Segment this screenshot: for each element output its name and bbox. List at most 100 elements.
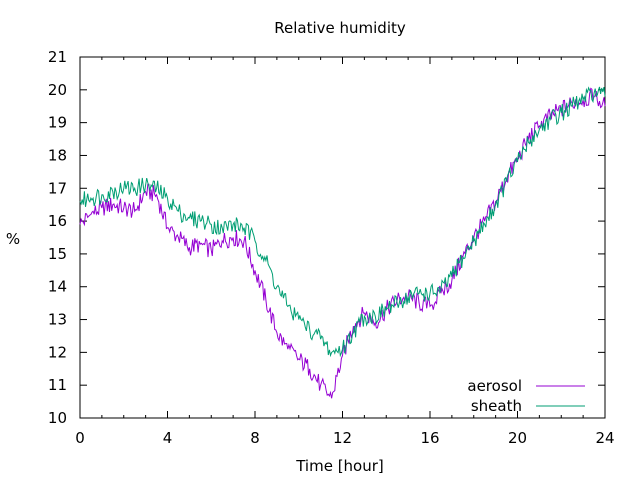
sheath-point bbox=[222, 227, 223, 228]
sheath-point bbox=[265, 260, 266, 261]
sheath-point bbox=[517, 161, 518, 162]
aerosol-point bbox=[539, 125, 540, 126]
aerosol-point bbox=[211, 250, 212, 251]
y-tick-label: 20 bbox=[48, 81, 67, 99]
sheath-point bbox=[418, 293, 419, 294]
x-tick-label: 0 bbox=[75, 429, 85, 447]
aerosol-point bbox=[178, 237, 179, 238]
aerosol-line bbox=[79, 87, 606, 399]
sheath-point bbox=[561, 112, 562, 113]
sheath-point bbox=[528, 142, 529, 143]
aerosol-point bbox=[222, 240, 223, 241]
sheath-point bbox=[101, 194, 102, 195]
aerosol-point bbox=[156, 194, 157, 195]
chart-title: Relative humidity bbox=[274, 19, 406, 37]
aerosol-point bbox=[604, 106, 605, 107]
aerosol-point bbox=[134, 211, 135, 212]
x-tick-label: 8 bbox=[250, 429, 260, 447]
sheath-point bbox=[145, 184, 146, 185]
sheath-point bbox=[189, 217, 190, 218]
sheath-point bbox=[386, 309, 387, 310]
sheath-point bbox=[429, 293, 430, 294]
y-tick-label: 16 bbox=[48, 212, 67, 230]
sheath-point bbox=[451, 276, 452, 277]
x-tick-label: 12 bbox=[333, 429, 352, 447]
sheath-point bbox=[364, 316, 365, 317]
y-tick-label: 21 bbox=[48, 48, 67, 66]
sheath-point bbox=[375, 316, 376, 317]
sheath-point bbox=[593, 93, 594, 94]
y-tick-label: 14 bbox=[48, 278, 67, 296]
aerosol-point bbox=[440, 293, 441, 294]
x-tick-label: 20 bbox=[508, 429, 527, 447]
sheath-point bbox=[112, 191, 113, 192]
legend: aerosol sheath bbox=[467, 377, 585, 415]
sheath-point bbox=[550, 119, 551, 120]
aerosol-point bbox=[233, 237, 234, 238]
aerosol-point bbox=[101, 207, 102, 208]
aerosol-point bbox=[243, 240, 244, 241]
sheath-point bbox=[506, 181, 507, 182]
aerosol-point bbox=[79, 224, 80, 225]
sheath-line bbox=[79, 86, 606, 358]
sheath-point bbox=[254, 240, 255, 241]
aerosol-point bbox=[167, 227, 168, 228]
aerosol-point bbox=[189, 247, 190, 248]
aerosol-point bbox=[320, 385, 321, 386]
aerosol-point bbox=[342, 355, 343, 356]
aerosol-point bbox=[254, 270, 255, 271]
y-axis-label: % bbox=[6, 230, 20, 248]
sheath-point bbox=[156, 188, 157, 189]
sheath-point bbox=[440, 289, 441, 290]
aerosol-point bbox=[276, 332, 277, 333]
sheath-point bbox=[397, 303, 398, 304]
legend-label-aerosol: aerosol bbox=[467, 377, 522, 395]
aerosol-point bbox=[429, 306, 430, 307]
sheath-point bbox=[408, 296, 409, 297]
aerosol-point bbox=[364, 312, 365, 313]
aerosol-point bbox=[287, 348, 288, 349]
y-tick-label: 18 bbox=[48, 146, 67, 164]
aerosol-point bbox=[418, 303, 419, 304]
aerosol-point bbox=[112, 204, 113, 205]
aerosol-point bbox=[331, 398, 332, 399]
sheath-point bbox=[233, 224, 234, 225]
y-tick-label: 11 bbox=[48, 376, 67, 394]
sheath-point bbox=[320, 339, 321, 340]
ticks-layer: 0 4 8 12 16 20 24 10 11 12 13 14 15 16 17 18 19 20 21 bbox=[48, 48, 615, 447]
aerosol-point bbox=[123, 207, 124, 208]
legend-label-sheath: sheath bbox=[471, 397, 522, 415]
sheath-point bbox=[462, 257, 463, 258]
aerosol-point bbox=[309, 368, 310, 369]
sheath-point bbox=[243, 227, 244, 228]
sheath-point bbox=[79, 201, 80, 202]
sheath-point bbox=[583, 99, 584, 100]
sheath-point bbox=[539, 129, 540, 130]
plot-frame bbox=[79, 56, 606, 419]
sheath-point bbox=[211, 224, 212, 225]
aerosol-point bbox=[265, 299, 266, 300]
sheath-point bbox=[276, 286, 277, 287]
sheath-point bbox=[134, 188, 135, 189]
sheath-point bbox=[309, 329, 310, 330]
y-tick-label: 19 bbox=[48, 114, 67, 132]
y-tick-label: 17 bbox=[48, 179, 67, 197]
aerosol-point bbox=[90, 214, 91, 215]
sheath-point bbox=[200, 220, 201, 221]
x-tick-label: 16 bbox=[420, 429, 439, 447]
aerosol-point bbox=[375, 322, 376, 323]
sheath-point bbox=[298, 319, 299, 320]
y-tick-label: 13 bbox=[48, 311, 67, 329]
series-layer bbox=[79, 86, 606, 399]
y-tick-label: 12 bbox=[48, 343, 67, 361]
aerosol-point bbox=[200, 243, 201, 244]
aerosol-point bbox=[451, 280, 452, 281]
aerosol-point bbox=[298, 358, 299, 359]
y-tick-label: 15 bbox=[48, 245, 67, 263]
sheath-point bbox=[90, 198, 91, 199]
sheath-point bbox=[495, 204, 496, 205]
sheath-point bbox=[331, 352, 332, 353]
sheath-point bbox=[604, 96, 605, 97]
sheath-point bbox=[473, 240, 474, 241]
